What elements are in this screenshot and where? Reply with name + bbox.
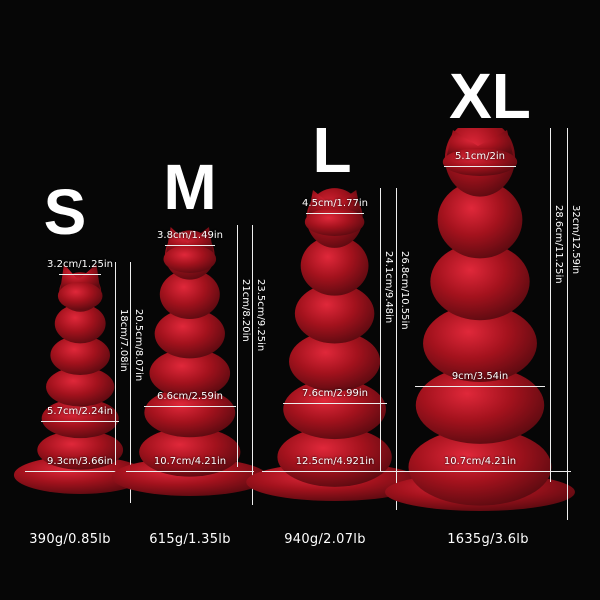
dimension-tip-label: 4.5cm/1.77in: [302, 198, 368, 209]
insertable-length-arrow: [550, 128, 551, 482]
dimension-tip-arrow: [58, 274, 102, 275]
weight-label: 615g/1.35lb: [149, 532, 231, 547]
weight-label: 390g/0.85lb: [29, 532, 111, 547]
insertable-length-arrow: [237, 225, 238, 467]
product-image-m: [111, 227, 269, 496]
dimension-tip-label: 3.8cm/1.49in: [157, 230, 223, 241]
dimension-tip-label: 3.2cm/1.25in: [47, 259, 113, 270]
insertable-length-label: 28.6cm/11.25in: [553, 204, 564, 284]
dimension-tip-arrow: [164, 245, 216, 246]
insertable-length-arrow: [380, 188, 381, 472]
dimension-base-label: 10.7cm/4.21in: [443, 456, 517, 467]
product-image-s: [13, 264, 147, 494]
total-length-label: 20.5cm/8.07in: [133, 308, 144, 381]
size-letter-m: M: [163, 151, 217, 223]
weight-label: 1635g/3.6lb: [447, 532, 529, 547]
dimension-mid-arrow: [144, 406, 236, 407]
dimension-base-arrow: [25, 471, 135, 472]
dimension-base-arrow: [389, 471, 571, 472]
total-length-label: 32cm/12.59in: [570, 204, 581, 274]
dimension-mid-arrow: [41, 421, 119, 422]
product-image-xl: [385, 128, 575, 511]
dimension-base-arrow: [125, 471, 255, 472]
total-length-arrow: [130, 262, 131, 503]
dimension-base-label: 9.3cm/3.66in: [47, 456, 113, 467]
dimension-tip-arrow: [444, 166, 516, 167]
insertable-length-label: 21cm/8.20in: [240, 279, 251, 343]
dimension-mid-label: 5.7cm/2.24in: [47, 406, 113, 417]
product-image-l: [246, 188, 424, 501]
size-letter-s: S: [43, 176, 87, 248]
size-letter-l: L: [312, 114, 352, 186]
dimension-tip-arrow: [306, 213, 364, 214]
dimension-base-arrow: [262, 471, 408, 472]
size-letter-xl: XL: [449, 60, 531, 132]
dimension-mid-arrow: [283, 403, 387, 404]
dimension-mid-arrow: [415, 386, 545, 387]
total-length-label: 26.8cm/10.55in: [399, 250, 410, 330]
total-length-arrow: [252, 225, 253, 505]
total-length-label: 23.5cm/9.25in: [255, 279, 266, 352]
weight-label: 940g/2.07lb: [284, 532, 366, 547]
dimension-base-label: 10.7cm/4.21in: [153, 456, 227, 467]
dimension-base-label: 12.5cm/4.921in: [295, 456, 375, 467]
dimension-mid-label: 7.6cm/2.99in: [302, 388, 368, 399]
dimension-mid-label: 9cm/3.54in: [451, 371, 509, 382]
insertable-length-label: 24.1cm/9.48in: [383, 250, 394, 324]
insertable-length-label: 18cm/7.08in: [118, 308, 129, 372]
dimension-tip-label: 5.1cm/2in: [455, 151, 505, 162]
total-length-arrow: [567, 128, 568, 520]
insertable-length-arrow: [115, 262, 116, 465]
dimension-mid-label: 6.6cm/2.59in: [157, 391, 223, 402]
total-length-arrow: [396, 188, 397, 510]
